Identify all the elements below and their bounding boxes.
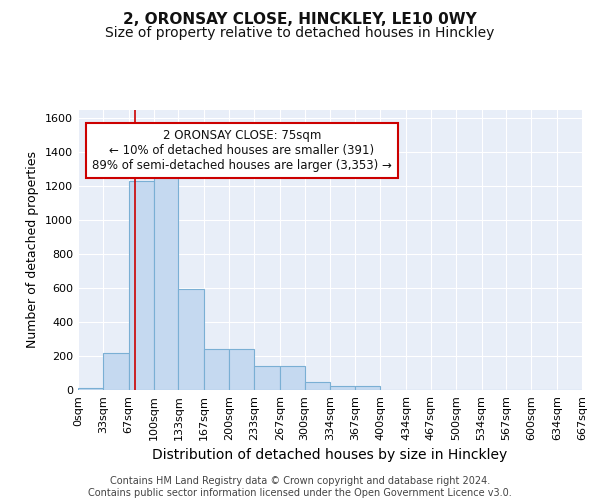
Bar — [128, 182, 154, 390]
Y-axis label: Number of detached properties: Number of detached properties — [26, 152, 40, 348]
Text: Contains HM Land Registry data © Crown copyright and database right 2024.
Contai: Contains HM Land Registry data © Crown c… — [88, 476, 512, 498]
Bar — [78, 388, 103, 390]
Text: 2, ORONSAY CLOSE, HINCKLEY, LE10 0WY: 2, ORONSAY CLOSE, HINCKLEY, LE10 0WY — [123, 12, 477, 28]
Bar — [178, 289, 204, 390]
Bar — [280, 366, 305, 390]
Bar — [204, 350, 229, 390]
Bar — [331, 386, 355, 390]
Bar — [355, 386, 380, 390]
Text: 2 ORONSAY CLOSE: 75sqm
← 10% of detached houses are smaller (391)
89% of semi-de: 2 ORONSAY CLOSE: 75sqm ← 10% of detached… — [92, 128, 392, 172]
Bar — [103, 352, 128, 390]
Bar — [254, 366, 280, 390]
Bar — [229, 350, 254, 390]
X-axis label: Distribution of detached houses by size in Hinckley: Distribution of detached houses by size … — [152, 448, 508, 462]
Text: Size of property relative to detached houses in Hinckley: Size of property relative to detached ho… — [106, 26, 494, 40]
Bar — [305, 382, 331, 390]
Bar — [154, 171, 178, 390]
